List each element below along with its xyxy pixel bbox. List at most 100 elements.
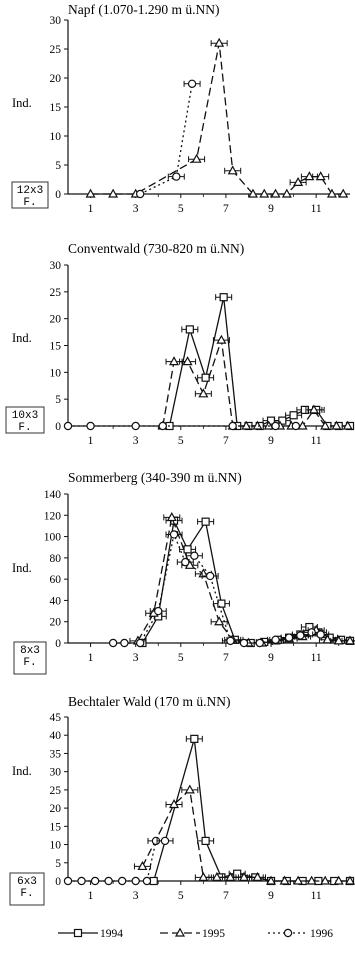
x-tick-label: 9 [268, 890, 274, 902]
square-marker [149, 876, 158, 886]
y-tick-label: 15 [50, 102, 62, 114]
legend-label: 1995 [202, 928, 225, 940]
y-tick-label: 0 [55, 421, 61, 433]
y-tick-label: 30 [50, 260, 62, 272]
triangle-marker [211, 871, 222, 881]
y-axis-label: Ind. [12, 561, 32, 575]
triangle-marker [304, 171, 315, 181]
x-tick-label: 11 [311, 435, 322, 447]
series-line-1996 [68, 840, 165, 882]
legend-label: 1994 [100, 928, 123, 940]
sample-box [13, 641, 47, 675]
y-tick-label: 20 [50, 314, 62, 326]
square-marker [219, 293, 228, 302]
circle-marker [90, 876, 100, 886]
circle-marker [181, 557, 190, 567]
sample-box-label: F. [20, 888, 33, 900]
x-tick-label: 11 [311, 890, 322, 902]
square-marker [278, 416, 287, 425]
x-tick-label: 7 [223, 890, 229, 902]
y-tick-label: 5 [55, 394, 61, 406]
y-tick-label: 15 [50, 821, 62, 833]
y-tick-label: 30 [50, 767, 62, 779]
chart-title: Sommerberg (340-390 m ü.NN) [68, 470, 242, 485]
triangle-marker [191, 153, 202, 163]
y-tick-label: 20 [50, 73, 62, 85]
y-tick-label: 20 [50, 617, 62, 629]
square-marker [183, 545, 192, 554]
series-line-1994 [153, 738, 350, 882]
triangle-marker [342, 420, 353, 430]
triangle-marker [108, 188, 119, 198]
square-marker [190, 734, 199, 743]
series-1996 [63, 836, 174, 886]
circle-marker [63, 421, 73, 431]
x-tick-label: 1 [88, 203, 94, 215]
y-tick-label: 80 [50, 553, 62, 565]
series-1995 [85, 37, 349, 198]
sample-box-label: 6x3 [17, 876, 37, 888]
triangle-marker [238, 871, 249, 881]
triangle-marker [293, 875, 304, 885]
square-marker [201, 836, 210, 846]
y-tick-label: 100 [44, 532, 62, 544]
series-1994 [149, 734, 355, 886]
x-tick-label: 5 [178, 203, 184, 215]
triangle-marker [279, 875, 290, 885]
x-tick-label: 1 [88, 652, 94, 664]
y-tick-label: 40 [50, 595, 62, 607]
legend-label: 1996 [310, 928, 333, 940]
circle-marker [158, 421, 167, 431]
chart-panel-3: Sommerberg (340-390 m ü.NN) 0 20 40 60 80 100 1… [12, 470, 355, 675]
triangle-marker [344, 875, 355, 885]
triangle-marker [214, 616, 225, 626]
x-tick-label: 3 [133, 652, 139, 664]
y-tick-label: 45 [50, 712, 62, 724]
circle-marker [205, 571, 215, 581]
square-marker [217, 599, 226, 608]
x-tick-label: 11 [311, 203, 322, 215]
circle-marker [291, 421, 301, 431]
sample-box-label: F. [23, 197, 36, 209]
circle-marker [135, 638, 145, 648]
triangle-marker [315, 171, 326, 181]
x-tick-label: 5 [178, 435, 184, 447]
x-tick-label: 11 [311, 652, 322, 664]
circle-marker [239, 638, 249, 648]
circle-marker [316, 630, 325, 639]
x-tick-label: 5 [178, 652, 184, 664]
triangle-marker [344, 635, 355, 645]
x-tick-label: 7 [223, 203, 229, 215]
triangle-marker [85, 188, 96, 198]
series-line-1995 [90, 43, 344, 195]
circle-marker [284, 633, 294, 642]
square-marker [185, 325, 194, 334]
triangle-marker [293, 176, 304, 186]
triangle-marker [252, 871, 263, 881]
circle-marker [187, 79, 197, 89]
triangle-marker [174, 927, 186, 937]
legend: 1994 1995 1996 [58, 927, 333, 940]
circle-marker [131, 876, 140, 886]
y-tick-label: 10 [50, 367, 62, 379]
circle-marker [296, 631, 305, 640]
y-tick-label: 25 [50, 785, 62, 797]
circle-marker [108, 638, 118, 648]
x-tick-label: 3 [133, 435, 139, 447]
chart-panel-2: Conventwald (730-820 m ü.NN)051015202530… [5, 241, 355, 447]
y-tick-label: 140 [44, 489, 62, 501]
triangle-marker [184, 784, 195, 794]
triangle-marker [320, 875, 331, 885]
series-1996 [63, 421, 301, 431]
series-line-1996 [113, 532, 321, 644]
chart-title: Conventwald (730-820 m ü.NN) [68, 241, 244, 256]
chart-panel-4: Bechtaler Wald (170 m ü.NN)0510152025303… [9, 694, 355, 906]
triangle-marker [198, 568, 209, 578]
circle-marker [271, 421, 280, 431]
x-tick-label: 7 [223, 435, 229, 447]
triangle-marker [270, 188, 281, 198]
circle-marker [104, 876, 113, 886]
sample-box-label: 10x3 [12, 410, 38, 422]
triangle-marker [198, 388, 209, 398]
y-tick-label: 0 [55, 876, 61, 888]
